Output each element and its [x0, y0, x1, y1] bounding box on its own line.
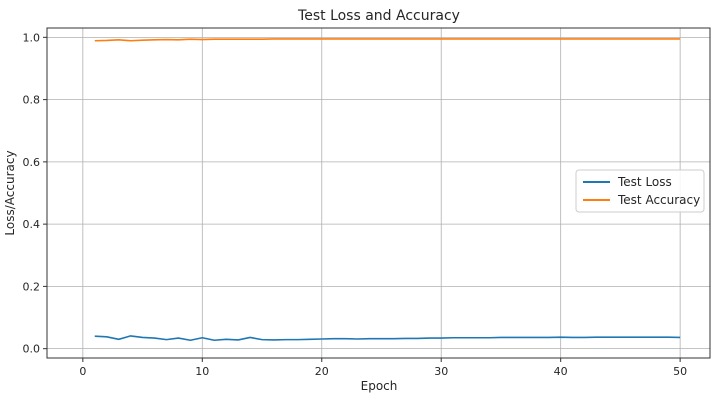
- x-axis: 0 10 20 30 40 50: [79, 358, 687, 378]
- x-axis-title: Epoch: [361, 379, 398, 393]
- x-tick-label: 50: [673, 365, 687, 378]
- legend-box: [575, 169, 705, 213]
- series-line-test-loss: [94, 335, 681, 342]
- y-tick-label: 0.0: [23, 343, 41, 356]
- x-tick-label: 30: [434, 365, 448, 378]
- legend-label-test-accuracy: Test Accuracy: [617, 193, 700, 207]
- x-tick-label: 40: [554, 365, 568, 378]
- chart-title: Test Loss and Accuracy: [297, 8, 460, 24]
- series-line-test-accuracy: [94, 38, 681, 42]
- y-tick-label: 0.6: [23, 156, 41, 169]
- y-axis-title: Loss/Accuracy: [3, 150, 17, 235]
- grid-lines: [47, 28, 710, 358]
- x-tick-label: 0: [79, 365, 86, 378]
- y-tick-label: 0.2: [23, 280, 41, 293]
- y-axis: 0.0 0.2 0.4 0.6 0.8 1.0: [23, 31, 47, 356]
- y-tick-label: 1.0: [23, 31, 41, 44]
- y-tick-label: 0.8: [23, 94, 41, 107]
- legend-label-test-loss: Test Loss: [617, 175, 672, 189]
- plot-frame: [46, 27, 711, 359]
- y-tick-label: 0.4: [23, 218, 41, 231]
- x-tick-label: 10: [195, 365, 209, 378]
- x-tick-label: 20: [315, 365, 329, 378]
- series-lines: [94, 38, 681, 342]
- legend: Test Loss Test Accuracy: [575, 169, 705, 213]
